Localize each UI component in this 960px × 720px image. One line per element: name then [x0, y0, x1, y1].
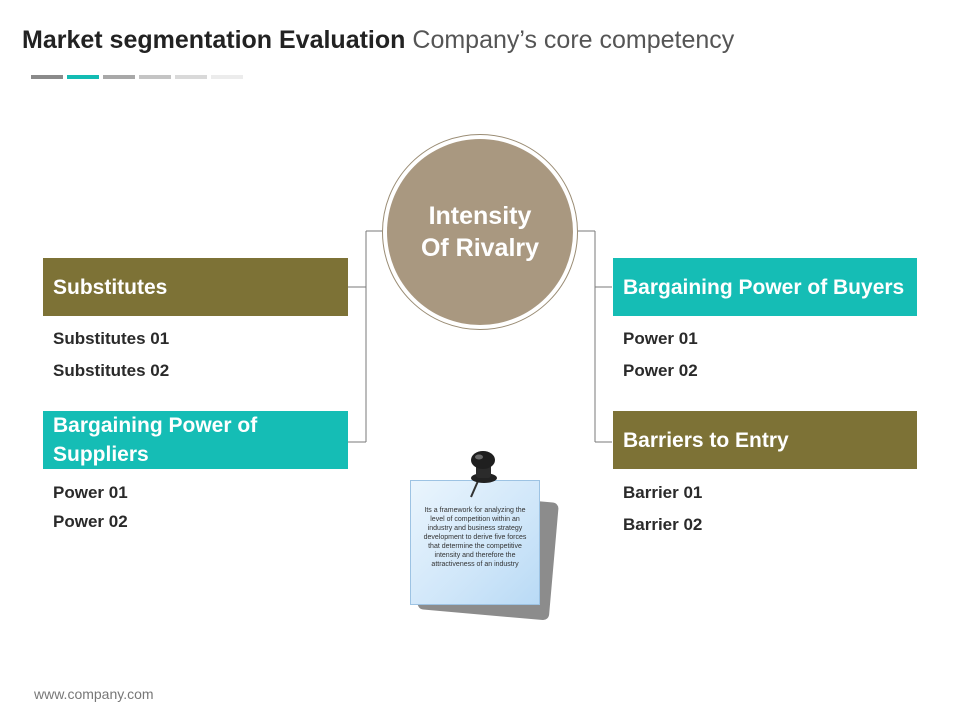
- accent-segment: [103, 75, 135, 79]
- title-bold: Market segmentation Evaluation: [22, 26, 406, 54]
- rivalry-circle-fill: Intensity Of Rivalry: [387, 139, 573, 325]
- pushpin-icon: [470, 451, 497, 498]
- buyers-item-2: Power 02: [623, 361, 698, 380]
- buyers-header: Bargaining Power of Buyers: [613, 258, 917, 316]
- barriers-header-label: Barriers to Entry: [623, 428, 789, 452]
- suppliers-header: Bargaining Power of Suppliers: [43, 411, 348, 469]
- sticky-note-text: Its a framework for analyzing the level …: [423, 507, 527, 568]
- accent-segment: [175, 75, 207, 79]
- buyers-item-1: Power 01: [623, 329, 698, 348]
- buyers-header-label: Bargaining Power of Buyers: [623, 275, 905, 299]
- page-title: Market segmentation Evaluation Company’s…: [22, 26, 734, 55]
- accent-segment: [67, 75, 99, 79]
- barriers-header: Barriers to Entry: [613, 411, 917, 469]
- substitutes-header-label: Substitutes: [53, 275, 168, 299]
- barriers-item-1: Barrier 01: [623, 483, 703, 502]
- right-connector: [578, 230, 612, 443]
- suppliers-item-1: Power 01: [53, 483, 128, 502]
- title-subtitle: Company’s core competency: [412, 26, 735, 54]
- sticky-note: Its a framework for analyzing the level …: [400, 445, 560, 625]
- rivalry-circle: Intensity Of Rivalry: [382, 134, 578, 330]
- substitutes-item-2: Substitutes 02: [53, 361, 170, 380]
- substitutes-item-1: Substitutes 01: [53, 329, 170, 348]
- footer-url: www.company.com: [34, 686, 154, 702]
- substitutes-header: Substitutes: [43, 258, 348, 316]
- accent-segment: [139, 75, 171, 79]
- title-accent-bar: [31, 75, 243, 79]
- suppliers-item-2: Power 02: [53, 512, 128, 531]
- sticky-note-paper: Its a framework for analyzing the level …: [410, 480, 540, 605]
- accent-segment: [31, 75, 63, 79]
- left-connector: [348, 230, 384, 443]
- rivalry-label: Intensity Of Rivalry: [421, 200, 539, 264]
- rivalry-label-line1: Intensity: [428, 202, 532, 230]
- accent-segment: [211, 75, 243, 79]
- barriers-item-2: Barrier 02: [623, 515, 703, 534]
- rivalry-label-line2: Of Rivalry: [420, 234, 540, 262]
- suppliers-header-label: Bargaining Power of Suppliers: [53, 414, 258, 466]
